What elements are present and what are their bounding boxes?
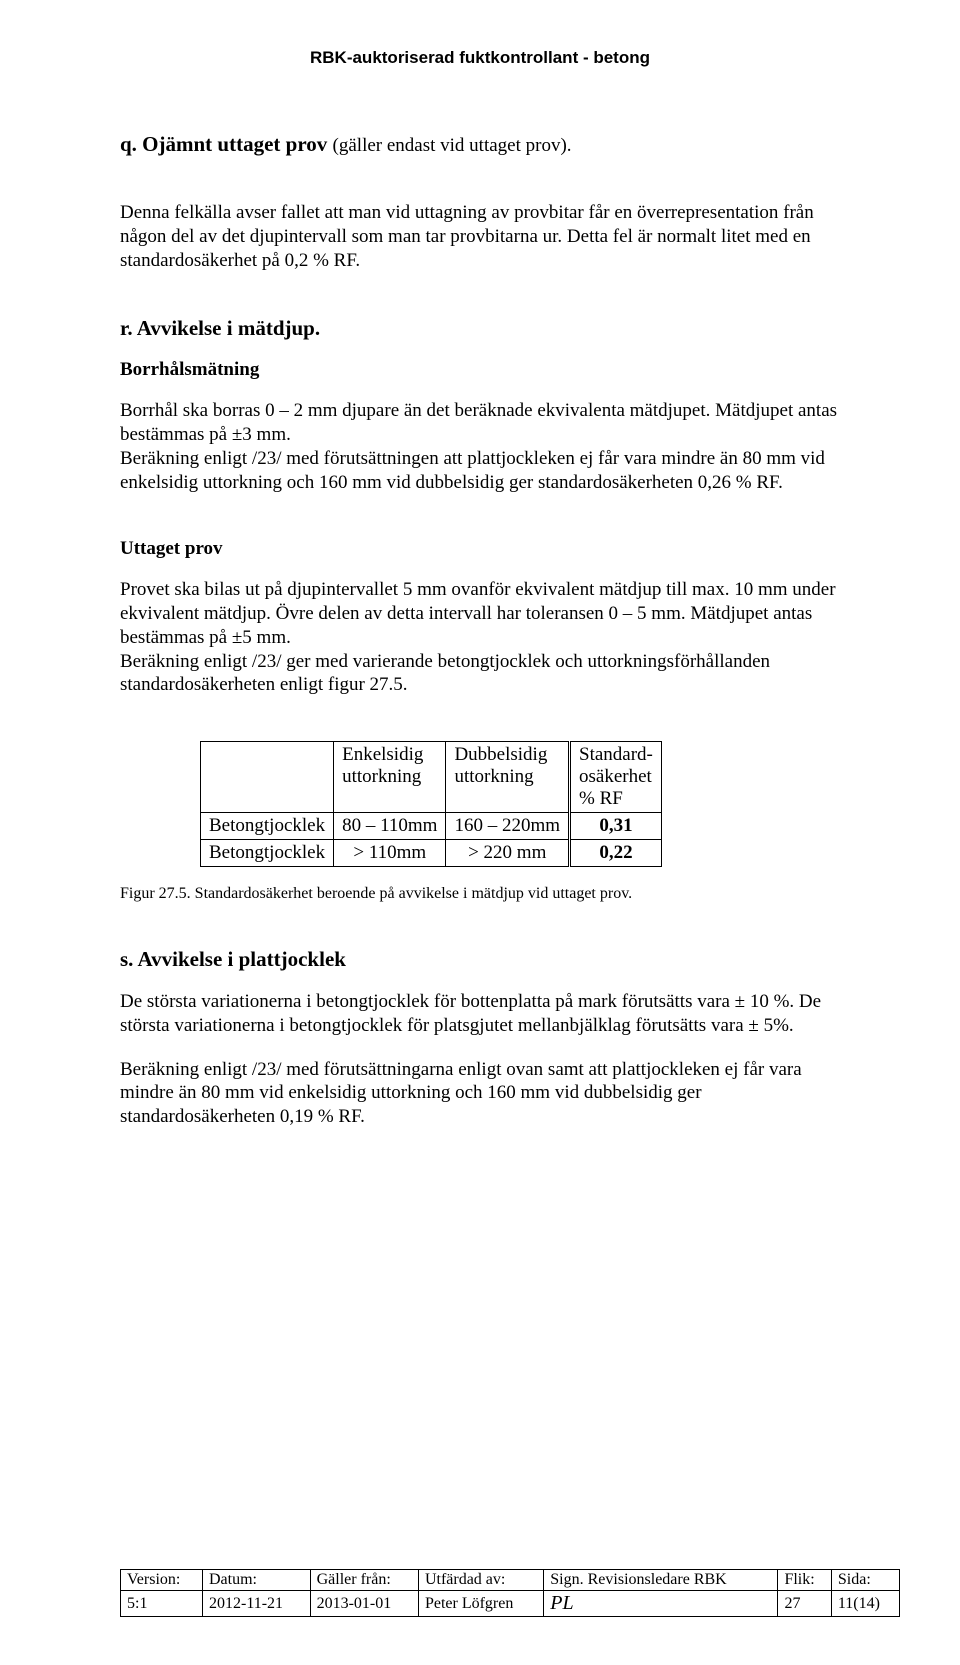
table-header-blank <box>201 742 334 813</box>
table-header-col2: Dubbelsidiguttorkning <box>446 742 570 813</box>
table-row1-c1: 80 – 110mm <box>334 813 446 840</box>
footer: Version: Datum: Gäller från: Utfärdad av… <box>120 1569 900 1617</box>
table-header-col3-l1: Standard-osäkerhet% RF <box>579 744 653 809</box>
table-row1-c3: 0,31 <box>570 813 662 840</box>
section-r-p1: Borrhål ska borras 0 – 2 mm djupare än d… <box>120 399 840 447</box>
footer-h-flik: Flik: <box>778 1570 831 1591</box>
footer-h-utfardad: Utfärdad av: <box>418 1570 543 1591</box>
section-r-p3: Provet ska bilas ut på djupintervallet 5… <box>120 578 840 649</box>
footer-h-sign: Sign. Revisionsledare RBK <box>544 1570 778 1591</box>
footer-v-sida: 11(14) <box>831 1591 899 1617</box>
section-s-p2: Beräkning enligt /23/ med förutsättninga… <box>120 1058 840 1129</box>
footer-v-utfardad: Peter Löfgren <box>418 1591 543 1617</box>
table-header-col2-l1: Dubbelsidiguttorkning <box>454 744 547 787</box>
footer-h-datum: Datum: <box>202 1570 310 1591</box>
section-q-paragraph: Denna felkälla avser fallet att man vid … <box>120 201 840 272</box>
section-s-p1: De största variationerna i betongtjockle… <box>120 990 840 1038</box>
figure-caption: Figur 27.5. Standardosäkerhet beroende p… <box>120 885 840 903</box>
footer-h-version: Version: <box>121 1570 203 1591</box>
section-q-label: q. Ojämnt uttaget prov <box>120 132 327 156</box>
table-row1-c2: 160 – 220mm <box>446 813 570 840</box>
table-header-col3: Standard-osäkerhet% RF <box>570 742 662 813</box>
footer-v-version: 5:1 <box>121 1591 203 1617</box>
page-header: RBK-auktoriserad fuktkontrollant - beton… <box>120 48 840 68</box>
table-row2-label: Betongtjocklek <box>201 840 334 867</box>
section-q-heading: q. Ojämnt uttaget prov (gäller endast vi… <box>120 132 840 157</box>
signature-icon: PL <box>550 1592 573 1614</box>
section-r-p2: Beräkning enligt /23/ med förutsättninge… <box>120 447 840 495</box>
table-row2-c2: > 220 mm <box>446 840 570 867</box>
table-header-col1: Enkelsidiguttorkning <box>334 742 446 813</box>
footer-v-flik: 27 <box>778 1591 831 1617</box>
footer-h-galler: Gäller från: <box>310 1570 418 1591</box>
table-row1-label: Betongtjocklek <box>201 813 334 840</box>
table-header-col1-l1: Enkelsidiguttorkning <box>342 744 423 787</box>
footer-v-datum: 2012-11-21 <box>202 1591 310 1617</box>
footer-v-galler: 2013-01-01 <box>310 1591 418 1617</box>
section-r-sub2: Uttaget prov <box>120 538 840 560</box>
table-27-5: Enkelsidiguttorkning Dubbelsidiguttorkni… <box>200 741 840 867</box>
footer-v-sign: PL <box>544 1591 778 1617</box>
table-row2-c1: > 110mm <box>334 840 446 867</box>
table-row2-c3: 0,22 <box>570 840 662 867</box>
footer-h-sida: Sida: <box>831 1570 899 1591</box>
section-r-p4: Beräkning enligt /23/ ger med varierande… <box>120 650 840 698</box>
section-r-heading: r. Avvikelse i mätdjup. <box>120 316 840 341</box>
section-q-note-text: (gäller endast vid uttaget prov). <box>333 135 572 156</box>
section-s-heading: s. Avvikelse i plattjocklek <box>120 947 840 972</box>
section-r-sub1: Borrhålsmätning <box>120 359 840 381</box>
